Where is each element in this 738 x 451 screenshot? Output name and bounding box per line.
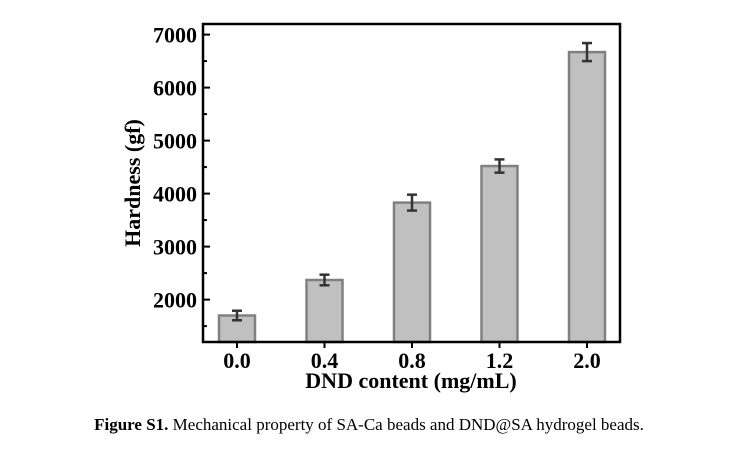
error-bar <box>407 193 417 212</box>
caption-label: Figure S1. <box>94 415 169 434</box>
figure-caption: Figure S1. Mechanical property of SA-Ca … <box>0 415 738 435</box>
x-tick-label: 0.0 <box>223 348 251 373</box>
x-tick-label: 0.8 <box>398 348 426 373</box>
y-axis-label: Hardness (gf) <box>120 119 145 247</box>
x-tick-label: 2.0 <box>573 348 601 373</box>
error-bar <box>494 158 505 174</box>
y-tick-label: 5000 <box>153 129 197 154</box>
bar <box>567 50 607 344</box>
error-bar <box>319 273 330 287</box>
error-bar <box>582 41 592 63</box>
y-tick-label: 4000 <box>153 182 197 207</box>
caption-text: Mechanical property of SA-Ca beads and D… <box>168 415 644 434</box>
error-bar <box>232 309 242 322</box>
x-tick-label: 1.2 <box>486 348 514 373</box>
bar <box>305 278 344 344</box>
bar-chart: 0.0 0.4 0.8 1.2 2.0200030004000500060007000 … <box>120 23 622 393</box>
y-tick-label: 3000 <box>153 235 197 260</box>
y-tick-label: 6000 <box>153 76 197 101</box>
y-tick-label: 7000 <box>153 23 197 48</box>
y-tick-label: 2000 <box>153 288 197 313</box>
bar <box>480 164 519 344</box>
bar <box>392 201 432 344</box>
x-axis-label: DND content (mg/mL) <box>305 368 516 393</box>
x-tick-label: 0.4 <box>311 348 339 373</box>
